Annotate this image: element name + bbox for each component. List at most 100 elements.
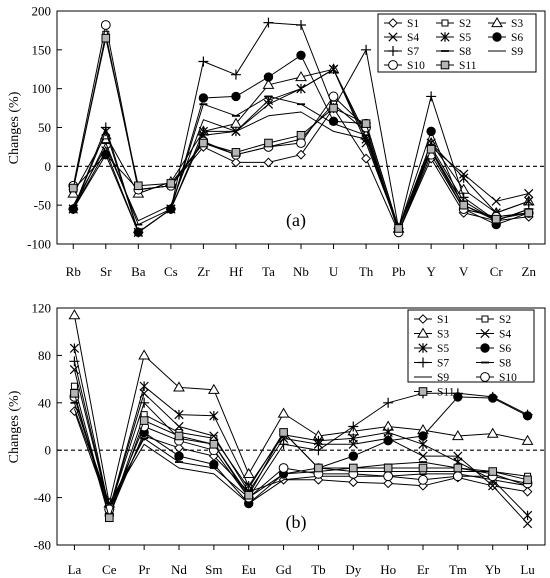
data-point-s1 — [296, 149, 306, 160]
data-point-s11 — [459, 200, 468, 210]
x-tick-label-ce: Ce — [102, 562, 117, 577]
data-point-s3 — [68, 309, 81, 320]
x-tick-label-th: Th — [359, 264, 374, 279]
legend-item-s6: S6 — [476, 343, 511, 355]
legend-marker-s5 — [440, 32, 450, 42]
series-line-s3 — [73, 315, 528, 504]
y-axis-title: Changes (%) — [7, 91, 22, 164]
y-tick-label: 50 — [38, 120, 51, 135]
legend-item-s8: S8 — [436, 46, 471, 58]
series-line-s7 — [73, 361, 528, 510]
data-point-s7 — [296, 19, 306, 30]
x-tick-label-v: V — [459, 264, 469, 279]
legend-label: S6 — [499, 343, 511, 355]
data-point-s6 — [426, 126, 436, 137]
legend-label: S2 — [459, 18, 471, 30]
data-point-s3 — [138, 349, 151, 360]
data-point-s6 — [418, 431, 428, 441]
legend-item-s7: S7 — [414, 357, 449, 370]
data-point-s4 — [174, 421, 184, 432]
series-s9 — [73, 408, 528, 504]
legend-label: S1 — [407, 18, 419, 30]
x-tick-label-hf: Hf — [229, 264, 243, 279]
x-tick-label-nd: Nd — [171, 562, 187, 577]
data-point-s11 — [361, 119, 371, 128]
data-point-s5 — [296, 83, 306, 94]
legend-label: S7 — [437, 358, 449, 370]
legend-label: S1 — [437, 314, 449, 326]
y-tick-label: 0 — [45, 443, 52, 458]
x-tick-label-cs: Cs — [164, 264, 178, 279]
x-tick-label-pr: Pr — [138, 562, 150, 577]
data-point-s6 — [296, 50, 306, 60]
legend-item-s5: S5 — [414, 343, 449, 355]
legend-item-s1: S1 — [414, 314, 449, 326]
data-point-s3 — [277, 407, 290, 418]
data-point-s10 — [328, 91, 339, 102]
data-point-s11 — [418, 463, 428, 473]
x-tick-label-u: U — [329, 264, 339, 279]
y-axis-title: Changes (%) — [7, 390, 22, 463]
legend-label: S7 — [407, 46, 419, 58]
legend-label: S4 — [499, 329, 511, 341]
y-tick-label: 150 — [32, 42, 52, 57]
data-point-s11 — [383, 463, 393, 473]
data-point-s6 — [348, 451, 358, 461]
data-point-s6 — [263, 72, 274, 82]
y-tick-label: 40 — [38, 395, 51, 410]
legend-label: S5 — [459, 32, 471, 44]
legend-item-s6: S6 — [488, 32, 523, 44]
legend-marker-s2 — [481, 315, 489, 323]
x-tick-label-ba: Ba — [131, 264, 146, 279]
legend-marker-s11 — [418, 387, 428, 396]
x-tick-label-zn: Zn — [522, 264, 537, 279]
data-point-s11 — [244, 490, 254, 500]
data-point-s11 — [166, 179, 176, 188]
data-point-s10 — [278, 463, 289, 473]
data-point-s7 — [198, 56, 209, 67]
data-point-s3 — [173, 381, 185, 392]
x-tick-label-pb: Pb — [392, 264, 406, 279]
data-point-s11 — [139, 416, 149, 425]
legend-marker-s10 — [388, 60, 398, 70]
data-point-s5 — [328, 64, 339, 75]
x-tick-label-ta: Ta — [262, 264, 275, 279]
legend-label: S8 — [459, 46, 471, 58]
data-point-s3 — [242, 467, 255, 478]
legend-item-s11: S11 — [436, 60, 477, 72]
legend-item-s10: S10 — [384, 60, 425, 72]
legend-marker-s4 — [480, 328, 490, 339]
data-point-s7 — [100, 122, 111, 133]
legend: S1 S2 S3 S4 S5 S6 S7 S8 S9 S10 S11 — [407, 309, 535, 399]
x-tick-label-gd: Gd — [276, 562, 292, 577]
data-point-s3 — [207, 383, 220, 394]
legend-item-s9: S9 — [488, 46, 523, 58]
legend-marker-s4 — [388, 32, 398, 42]
data-point-s7 — [133, 227, 144, 238]
legend-item-s3: S3 — [488, 17, 523, 30]
data-point-s1 — [361, 153, 371, 164]
data-point-s3 — [67, 187, 80, 198]
legend-item-s2: S2 — [476, 314, 511, 326]
legend-item-s4: S4 — [384, 32, 419, 44]
legend-marker-s7 — [418, 357, 428, 368]
legend: S1 S2 S3 S4 S5 S6 S7 S8 S9 S10 S11 — [377, 13, 537, 73]
legend-item-s5: S5 — [436, 32, 471, 44]
data-point-s4 — [524, 188, 534, 199]
legend-item-s7: S7 — [384, 46, 419, 58]
legend-label: S3 — [437, 329, 449, 341]
data-point-s11 — [209, 439, 219, 449]
data-point-s6 — [174, 451, 184, 461]
data-point-s6 — [231, 91, 241, 102]
data-point-s7 — [313, 445, 324, 456]
data-point-s7 — [230, 69, 241, 80]
legend-item-s3: S3 — [414, 327, 449, 341]
data-point-s6 — [383, 436, 393, 446]
x-tick-label-er: Er — [417, 562, 430, 577]
data-point-s10 — [296, 138, 306, 148]
legend-marker-s6 — [480, 343, 490, 353]
data-point-s11 — [199, 138, 208, 148]
series-line-s11 — [73, 393, 528, 519]
legend-label: S5 — [437, 343, 449, 355]
data-point-s4 — [209, 431, 219, 441]
